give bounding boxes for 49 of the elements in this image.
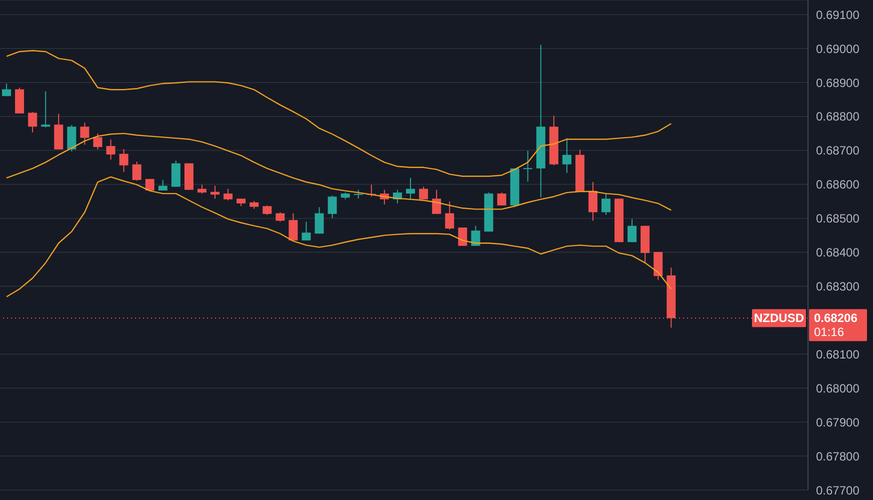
candlestick — [471, 225, 480, 246]
y-tick-label: 0.67900 — [816, 415, 860, 430]
candlestick — [106, 139, 116, 160]
candlestick — [67, 124, 76, 152]
line-series — [6, 176, 672, 298]
ref-line-label: NZDUSD — [754, 311, 804, 326]
y-tick-label: 0.67700 — [816, 483, 860, 498]
y-tick-label: 0.68900 — [816, 76, 860, 90]
candlestick — [432, 189, 442, 214]
candlestick — [445, 200, 454, 230]
candlestick — [119, 148, 128, 172]
y-tick-label: 0.69100 — [816, 8, 860, 22]
candlestick — [302, 221, 311, 241]
candlestick — [523, 150, 532, 182]
candlestick — [628, 218, 637, 243]
text: 01:16 — [814, 325, 844, 340]
candlestick — [562, 138, 572, 174]
y-tick-label: 0.68500 — [816, 212, 860, 226]
candlestick — [41, 90, 50, 128]
candlestick — [224, 188, 233, 201]
candlestick — [132, 161, 142, 182]
candlestick — [28, 112, 38, 133]
candlestick — [601, 193, 610, 216]
y-tick-label: 0.67800 — [816, 449, 860, 464]
candlestick — [210, 185, 220, 200]
y-tick-label: 0.68800 — [816, 110, 860, 124]
y-tick-label: 0.68100 — [816, 347, 860, 362]
text: 0.68206 — [814, 311, 858, 326]
y-tick-label: 0.68000 — [816, 381, 860, 396]
candlestick — [93, 132, 102, 150]
line-series — [6, 50, 672, 177]
y-tick-label: 0.68300 — [816, 280, 860, 294]
candlestick — [497, 192, 506, 206]
candlestick — [588, 182, 598, 222]
candlestick — [288, 212, 298, 241]
candlestick — [2, 83, 11, 97]
y-tick-label: 0.68400 — [816, 246, 860, 260]
candlestick — [406, 177, 415, 200]
candlestick — [458, 227, 468, 246]
y-tick-label: 0.68600 — [816, 178, 860, 192]
y-tick-label: 0.68700 — [816, 144, 860, 158]
candlestick — [171, 160, 180, 188]
candlestick — [419, 186, 428, 200]
candlestick — [276, 212, 285, 222]
candlestick — [80, 122, 90, 146]
y-tick-label: 0.69000 — [816, 42, 860, 56]
candlestick — [314, 206, 324, 234]
candlestick — [262, 204, 272, 216]
candlestick — [328, 195, 337, 219]
